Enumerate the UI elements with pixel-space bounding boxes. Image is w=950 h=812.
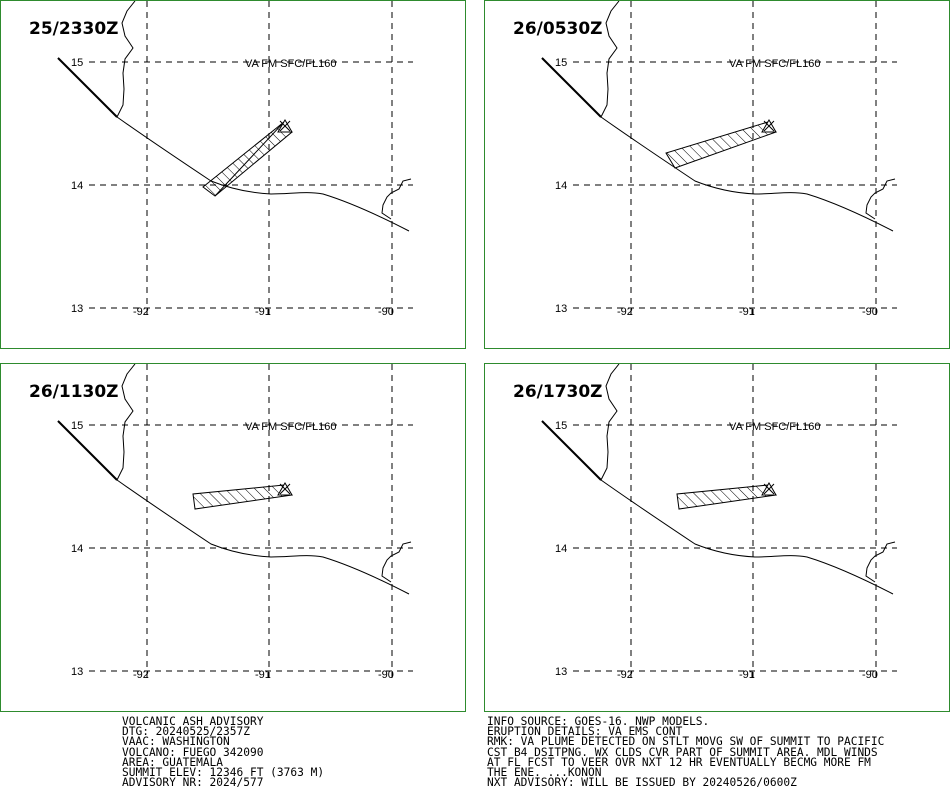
lon-label: -92 [617, 306, 633, 318]
coastline-segment [541, 57, 602, 118]
lon-label: -91 [255, 669, 271, 681]
map-panel-4: 15 14 13 -92 -91 -90 VA FM SFC/FL160 26/1730Z [484, 363, 950, 712]
advisory-line: VOLCANO: FUEGO 342090 [122, 745, 264, 759]
lon-label: -90 [862, 669, 878, 681]
advisory-right: INFO SOURCE: GOES-16. NWP MODELS. ERUPTI… [487, 715, 885, 790]
volcano-mark [763, 120, 775, 132]
volcano-mark [279, 120, 291, 132]
lat-label: 13 [555, 303, 567, 315]
lat-label: 13 [555, 666, 567, 678]
lon-label: -91 [255, 306, 271, 318]
map-canvas: 15 14 13 -92 -91 -90 VA FM SFC/FL160 [57, 1, 413, 319]
map-panel-1: 15 14 13 -92 -91 -90 VA FM SFC/FL160 25/2330Z [0, 0, 466, 349]
volcano-mark [279, 483, 291, 495]
ash-plume [676, 484, 777, 510]
level-label: VA FM SFC/FL160 [245, 58, 337, 70]
volcano-mark [763, 483, 775, 495]
lat-label: 14 [555, 180, 567, 192]
lat-label: 13 [71, 303, 83, 315]
lat-label: 15 [71, 57, 83, 69]
advisory-line: AT FL FCST TO VEER OVR NXT 12 HR EVENTUA… [487, 755, 871, 769]
ash-plume-edge [214, 121, 285, 197]
coastline [57, 57, 410, 232]
panel-time: 26/1130Z [29, 382, 119, 402]
lon-label: -92 [617, 669, 633, 681]
advisory-line: DTG: 20240525/2357Z [122, 725, 250, 739]
coastline-segment [57, 420, 118, 481]
advisory-line: NXT ADVISORY: WILL BE ISSUED BY 20240526… [487, 776, 797, 790]
ash-plume [192, 484, 293, 510]
lat-label: 15 [555, 420, 567, 432]
lat-label: 15 [555, 57, 567, 69]
lat-label: 14 [71, 543, 83, 555]
advisory-line: AREA: GUATEMALA [122, 755, 224, 769]
coastline-segment [57, 57, 118, 118]
advisory-line: CST B4 DSITPNG. WX CLDS CVR PART OF SUMM… [487, 745, 878, 759]
advisory-line: INFO SOURCE: GOES-16. NWP MODELS. [487, 715, 710, 728]
border-line [381, 541, 412, 583]
advisory-line: ERUPTION DETAILS: VA EMS CONT [487, 725, 683, 739]
advisory-line: VOLCANIC ASH ADVISORY [122, 715, 264, 728]
lon-label: -92 [133, 669, 149, 681]
border-line [600, 364, 620, 481]
lon-label: -92 [133, 306, 149, 318]
border-line [600, 1, 620, 118]
border-line [116, 364, 136, 481]
advisory-line: THE ENE. ...KONON [487, 766, 602, 780]
map-canvas: 15 14 13 -92 -91 -90 VA FM SFC/FL160 [541, 364, 897, 682]
lat-label: 14 [71, 180, 83, 192]
coastline [541, 420, 894, 595]
lon-label: -90 [378, 306, 394, 318]
map-canvas: 15 14 13 -92 -91 -90 VA FM SFC/FL160 [57, 364, 413, 682]
advisory-left: VOLCANIC ASH ADVISORY DTG: 20240525/2357… [122, 715, 325, 790]
lon-label: -90 [378, 669, 394, 681]
map-panel-3: 15 14 13 -92 -91 -90 VA FM SFC/FL160 26/1130Z [0, 363, 466, 712]
map-panel-2: 15 14 13 -92 -91 -90 VA FM SFC/FL160 26/0530Z [484, 0, 950, 349]
border-line [865, 178, 896, 220]
advisory-line: ADVISORY NR: 2024/577 [122, 776, 264, 790]
ash-plume [665, 121, 777, 169]
border-line [381, 178, 412, 220]
level-label: VA FM SFC/FL160 [729, 58, 821, 70]
lon-label: -91 [739, 306, 755, 318]
advisory-line: SUMMIT ELEV: 12346 FT (3763 M) [122, 766, 325, 780]
level-label: VA FM SFC/FL160 [729, 421, 821, 433]
map-canvas: 15 14 13 -92 -91 -90 VA FM SFC/FL160 [541, 1, 897, 319]
lon-label: -91 [739, 669, 755, 681]
lat-label: 15 [71, 420, 83, 432]
advisory-line: VAAC: WASHINGTON [122, 735, 230, 749]
border-line [865, 541, 896, 583]
coastline-segment [541, 420, 602, 481]
coastline [541, 57, 894, 232]
lat-label: 13 [71, 666, 83, 678]
panel-time: 26/1730Z [513, 382, 603, 402]
panel-time: 25/2330Z [29, 19, 119, 39]
panel-time: 26/0530Z [513, 19, 603, 39]
lon-label: -90 [862, 306, 878, 318]
lat-label: 14 [555, 543, 567, 555]
border-line [116, 1, 136, 118]
advisory-line: RMK: VA PLUME DETECTED ON STLT MOVG SW O… [487, 735, 885, 749]
coastline [57, 420, 410, 595]
level-label: VA FM SFC/FL160 [245, 421, 337, 433]
